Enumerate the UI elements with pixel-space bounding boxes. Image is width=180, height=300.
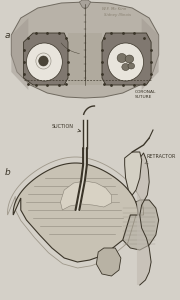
Text: Sidney Illinois: Sidney Illinois [104,13,131,17]
Polygon shape [137,153,151,285]
Text: W.F. Mc Kinn: W.F. Mc Kinn [102,7,126,11]
Polygon shape [79,0,91,9]
Polygon shape [11,2,159,98]
Text: RETRACTOR: RETRACTOR [145,154,176,164]
Polygon shape [119,200,159,250]
Polygon shape [102,33,151,85]
Polygon shape [13,163,138,262]
Polygon shape [142,18,159,90]
Polygon shape [125,152,142,195]
Circle shape [39,56,48,66]
Ellipse shape [117,53,127,62]
Polygon shape [11,18,28,90]
Text: a: a [5,31,10,40]
Text: CORONAL
SUTURE: CORONAL SUTURE [132,82,156,99]
Ellipse shape [128,63,135,69]
Circle shape [108,43,144,81]
Polygon shape [60,181,111,210]
Polygon shape [24,33,68,85]
Circle shape [26,43,62,81]
Text: SUCTION: SUCTION [52,124,81,132]
Polygon shape [68,33,102,85]
Polygon shape [96,248,121,276]
Ellipse shape [125,55,134,63]
Ellipse shape [122,64,129,70]
Text: b: b [5,168,10,177]
